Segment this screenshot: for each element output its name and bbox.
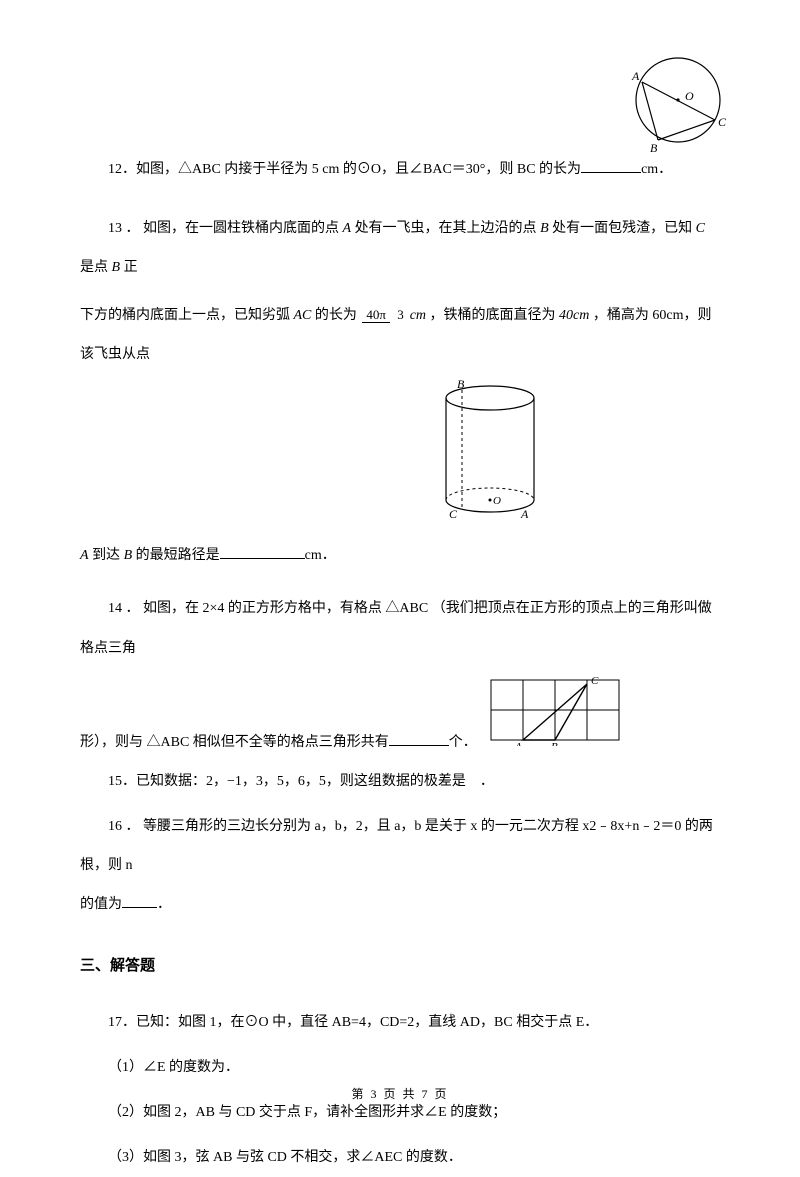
q13-l3B: B [124,548,133,563]
q14-tri2: △ABC [147,735,190,750]
fraction-40pi-3: 40π 3 [360,308,409,322]
q13-l2b: 的长为 [315,308,357,323]
q13-l3e: cm． [305,548,336,563]
question-13-line2: 下方的桶内底面上一点，已知劣弧 AC 的长为 40π 3 cm ，铁桶的底面直径… [80,296,720,374]
q13-t1: 13 ． 如图，在一圆柱铁桶内底面的点 [108,221,339,236]
q13-B2: B [112,260,121,275]
q13-AC: AC [294,308,312,323]
question-14-line2: 形），则与 △ABC 相似但不全等的格点三角形共有 个． A B C [80,674,720,762]
q13-t5: 正 [124,260,138,275]
q13-C: C [696,221,705,236]
question-13-line1: 13 ． 如图，在一圆柱铁桶内底面的点 A 处有一飞虫，在其上边沿的点 B 处有… [80,209,720,287]
frac-unit: cm [410,308,426,323]
frac-num: 40π [362,307,390,323]
q12-text-b: cm． [641,162,672,177]
page-content: 12．如图，△ABC 内接于半径为 5 cm 的⊙O，且∠BAC＝30°，则 B… [80,150,720,1177]
cyl-B: B [457,380,465,391]
q13-t2: 处有一飞虫，在其上边沿的点 [355,221,537,236]
question-15: 15．已知数据：2，−1，3，5，6，5，则这组数据的极差是 ． [80,762,720,801]
grid-C: C [591,675,599,687]
question-17-main: 17．已知：如图 1，在⊙O 中，直径 AB=4，CD=2，直线 AD，BC 相… [80,1003,720,1042]
blank-q16 [122,894,157,908]
q13-diam: 40cm [559,308,589,323]
q16-l2a: 的值为 [80,897,122,912]
q14-b: 的正方形方格中，有格点 [228,601,382,616]
label-A: A [631,69,640,83]
blank-q13 [220,545,305,559]
q14-2b: 相似但不全等的格点三角形共有 [193,735,389,750]
q14-2c: 个． [449,735,477,750]
q15-b: ，3，5，6，5，则这组数据的极差是 [242,774,466,789]
q13-l3b: 到达 [92,548,120,563]
figure-grid-triangle: A B C [485,674,625,762]
q14-a: 14 ． 如图，在 [108,601,199,616]
section-3-title: 三、解答题 [80,945,720,987]
question-16-line1: 16 ． 等腰三角形的三边长分别为 a，b，2，且 a，b 是关于 x 的一元二… [80,807,720,885]
cyl-C: C [449,507,458,520]
cyl-O: O [493,495,501,507]
grid-A: A [514,741,522,746]
label-O: O [685,89,694,103]
cyl-A: A [520,507,529,520]
question-14-line1: 14 ． 如图，在 2×4 的正方形方格中，有格点 △ABC （我们把顶点在正方… [80,589,720,667]
q16-l1: 16 ． 等腰三角形的三边长分别为 a，b，2，且 a，b 是关于 x 的一元二… [80,819,713,873]
q15-c: ． [480,774,494,789]
question-17-p1: （1）∠E 的度数为． [80,1048,720,1087]
frac-den: 3 [393,307,408,322]
q13-t4: 是点 [80,260,108,275]
figure-cylinder: O B C A [260,380,720,536]
label-C: C [718,115,727,129]
q13-A: A [343,221,352,236]
q16-l2b: ． [157,897,171,912]
q14-dim: 2×4 [203,601,225,616]
grid-B: B [551,741,558,746]
label-B: B [650,141,658,155]
q14-tri: △ABC [385,601,428,616]
q13-l2c: ，铁桶的底面直径为 [430,308,556,323]
q15-neg1: −1 [227,774,242,789]
q15-a: 15．已知数据：2， [108,774,227,789]
page-footer: 第 3 页 共 7 页 [0,1085,800,1102]
q13-l2a: 下方的桶内底面上一点，已知劣弧 [80,308,290,323]
q13-t3: 处有一面包残渣，已知 [552,221,692,236]
q13-l3d: 的最短路径是 [136,548,220,563]
q13-l3A: A [80,548,89,563]
blank-q12 [581,159,641,173]
q14-2a: 形），则与 [80,735,143,750]
figure-circle-inscribed-triangle: O A B C [610,50,730,160]
question-16-line2: 的值为 ． [80,885,720,924]
q13-B: B [540,221,549,236]
blank-q14 [389,732,449,746]
question-13-line3: A 到达 B 的最短路径是 cm． [80,536,720,575]
q12-text-a: 12．如图，△ABC 内接于半径为 5 cm 的⊙O，且∠BAC＝30°，则 B… [108,162,581,177]
question-17-p3: （3）如图 3，弦 AB 与弦 CD 不相交，求∠AEC 的度数． [80,1138,720,1177]
